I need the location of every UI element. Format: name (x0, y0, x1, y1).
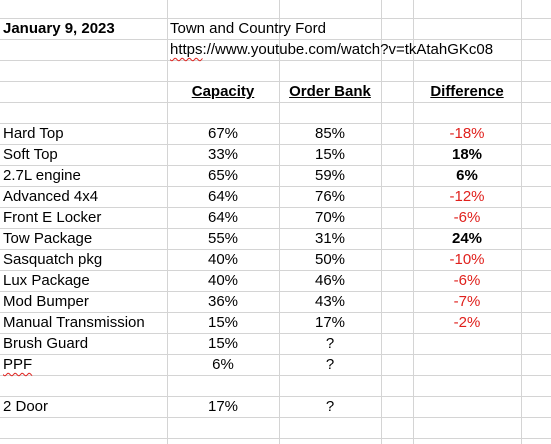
grid-line (0, 39, 551, 40)
grid-line (0, 438, 551, 439)
feature-name: Hard Top (3, 125, 64, 142)
grid-line (0, 396, 551, 397)
grid-line (0, 18, 551, 19)
grid-line (279, 0, 280, 444)
capacity: 40% (207, 251, 239, 268)
difference: -18% (449, 125, 485, 142)
column-header: Order Bank (289, 83, 371, 100)
grid-line (0, 165, 551, 166)
order-bank: 85% (314, 125, 346, 142)
feature-name: Soft Top (3, 146, 58, 163)
grid-line (0, 375, 551, 376)
order-bank: ? (325, 335, 335, 352)
order-bank: 59% (314, 167, 346, 184)
difference: -6% (453, 272, 481, 289)
grid-line (0, 207, 551, 208)
capacity: 33% (207, 146, 239, 163)
difference: 24% (451, 230, 483, 247)
order-bank: 50% (314, 251, 346, 268)
dealer-name: Town and Country Ford (170, 20, 326, 37)
order-bank: ? (325, 356, 335, 373)
order-bank: 70% (314, 209, 346, 226)
video-url: https://www.youtube.com/watch?v=tkAtahGK… (170, 41, 494, 58)
order-bank: 43% (314, 293, 346, 310)
order-bank: 17% (314, 314, 346, 331)
order-bank: 15% (314, 146, 346, 163)
order-bank: 46% (314, 272, 346, 289)
grid-line (0, 354, 551, 355)
feature-name: Manual Transmission (3, 314, 145, 331)
grid-line (381, 0, 382, 444)
capacity: 15% (207, 314, 239, 331)
order-bank: 31% (314, 230, 346, 247)
feature-name: Brush Guard (3, 335, 89, 352)
capacity: 17% (207, 398, 239, 415)
grid-line (0, 312, 551, 313)
difference: -2% (453, 314, 481, 331)
feature-name: Front E Locker (3, 209, 102, 226)
feature-name: Sasquatch pkg (3, 251, 103, 268)
grid-line (521, 0, 522, 444)
column-header: Difference (430, 83, 504, 100)
grid-line (0, 270, 551, 271)
difference: -10% (449, 251, 485, 268)
order-bank: 76% (314, 188, 346, 205)
grid-line (0, 291, 551, 292)
order-bank: ? (325, 398, 335, 415)
difference: -12% (449, 188, 485, 205)
capacity: 55% (207, 230, 239, 247)
capacity: 15% (207, 335, 239, 352)
feature-name: Mod Bumper (3, 293, 89, 310)
feature-name: Lux Package (3, 272, 90, 289)
capacity: 36% (207, 293, 239, 310)
grid-line (0, 81, 551, 82)
grid-line (0, 60, 551, 61)
grid-line (0, 249, 551, 250)
capacity: 65% (207, 167, 239, 184)
feature-name: 2 Door (3, 398, 49, 415)
grid-line (0, 333, 551, 334)
feature-name: Advanced 4x4 (3, 188, 99, 205)
difference: -7% (453, 293, 481, 310)
feature-name: 2.7L engine (3, 167, 81, 184)
capacity: 64% (207, 209, 239, 226)
difference: 6% (456, 167, 478, 184)
column-header: Capacity (191, 83, 255, 100)
grid-line (0, 144, 551, 145)
capacity: 67% (207, 125, 239, 142)
capacity: 6% (212, 356, 234, 373)
grid-line (0, 228, 551, 229)
capacity: 64% (207, 188, 239, 205)
capacity: 40% (207, 272, 239, 289)
grid-line (0, 123, 551, 124)
grid-line (413, 0, 414, 444)
grid-line (0, 417, 551, 418)
grid-line (0, 186, 551, 187)
difference: -6% (453, 209, 481, 226)
grid-line (167, 0, 168, 444)
difference: 18% (451, 146, 483, 163)
date: January 9, 2023 (3, 20, 115, 37)
feature-name: PPF (3, 356, 33, 373)
feature-name: Tow Package (3, 230, 93, 247)
grid-line (0, 102, 551, 103)
